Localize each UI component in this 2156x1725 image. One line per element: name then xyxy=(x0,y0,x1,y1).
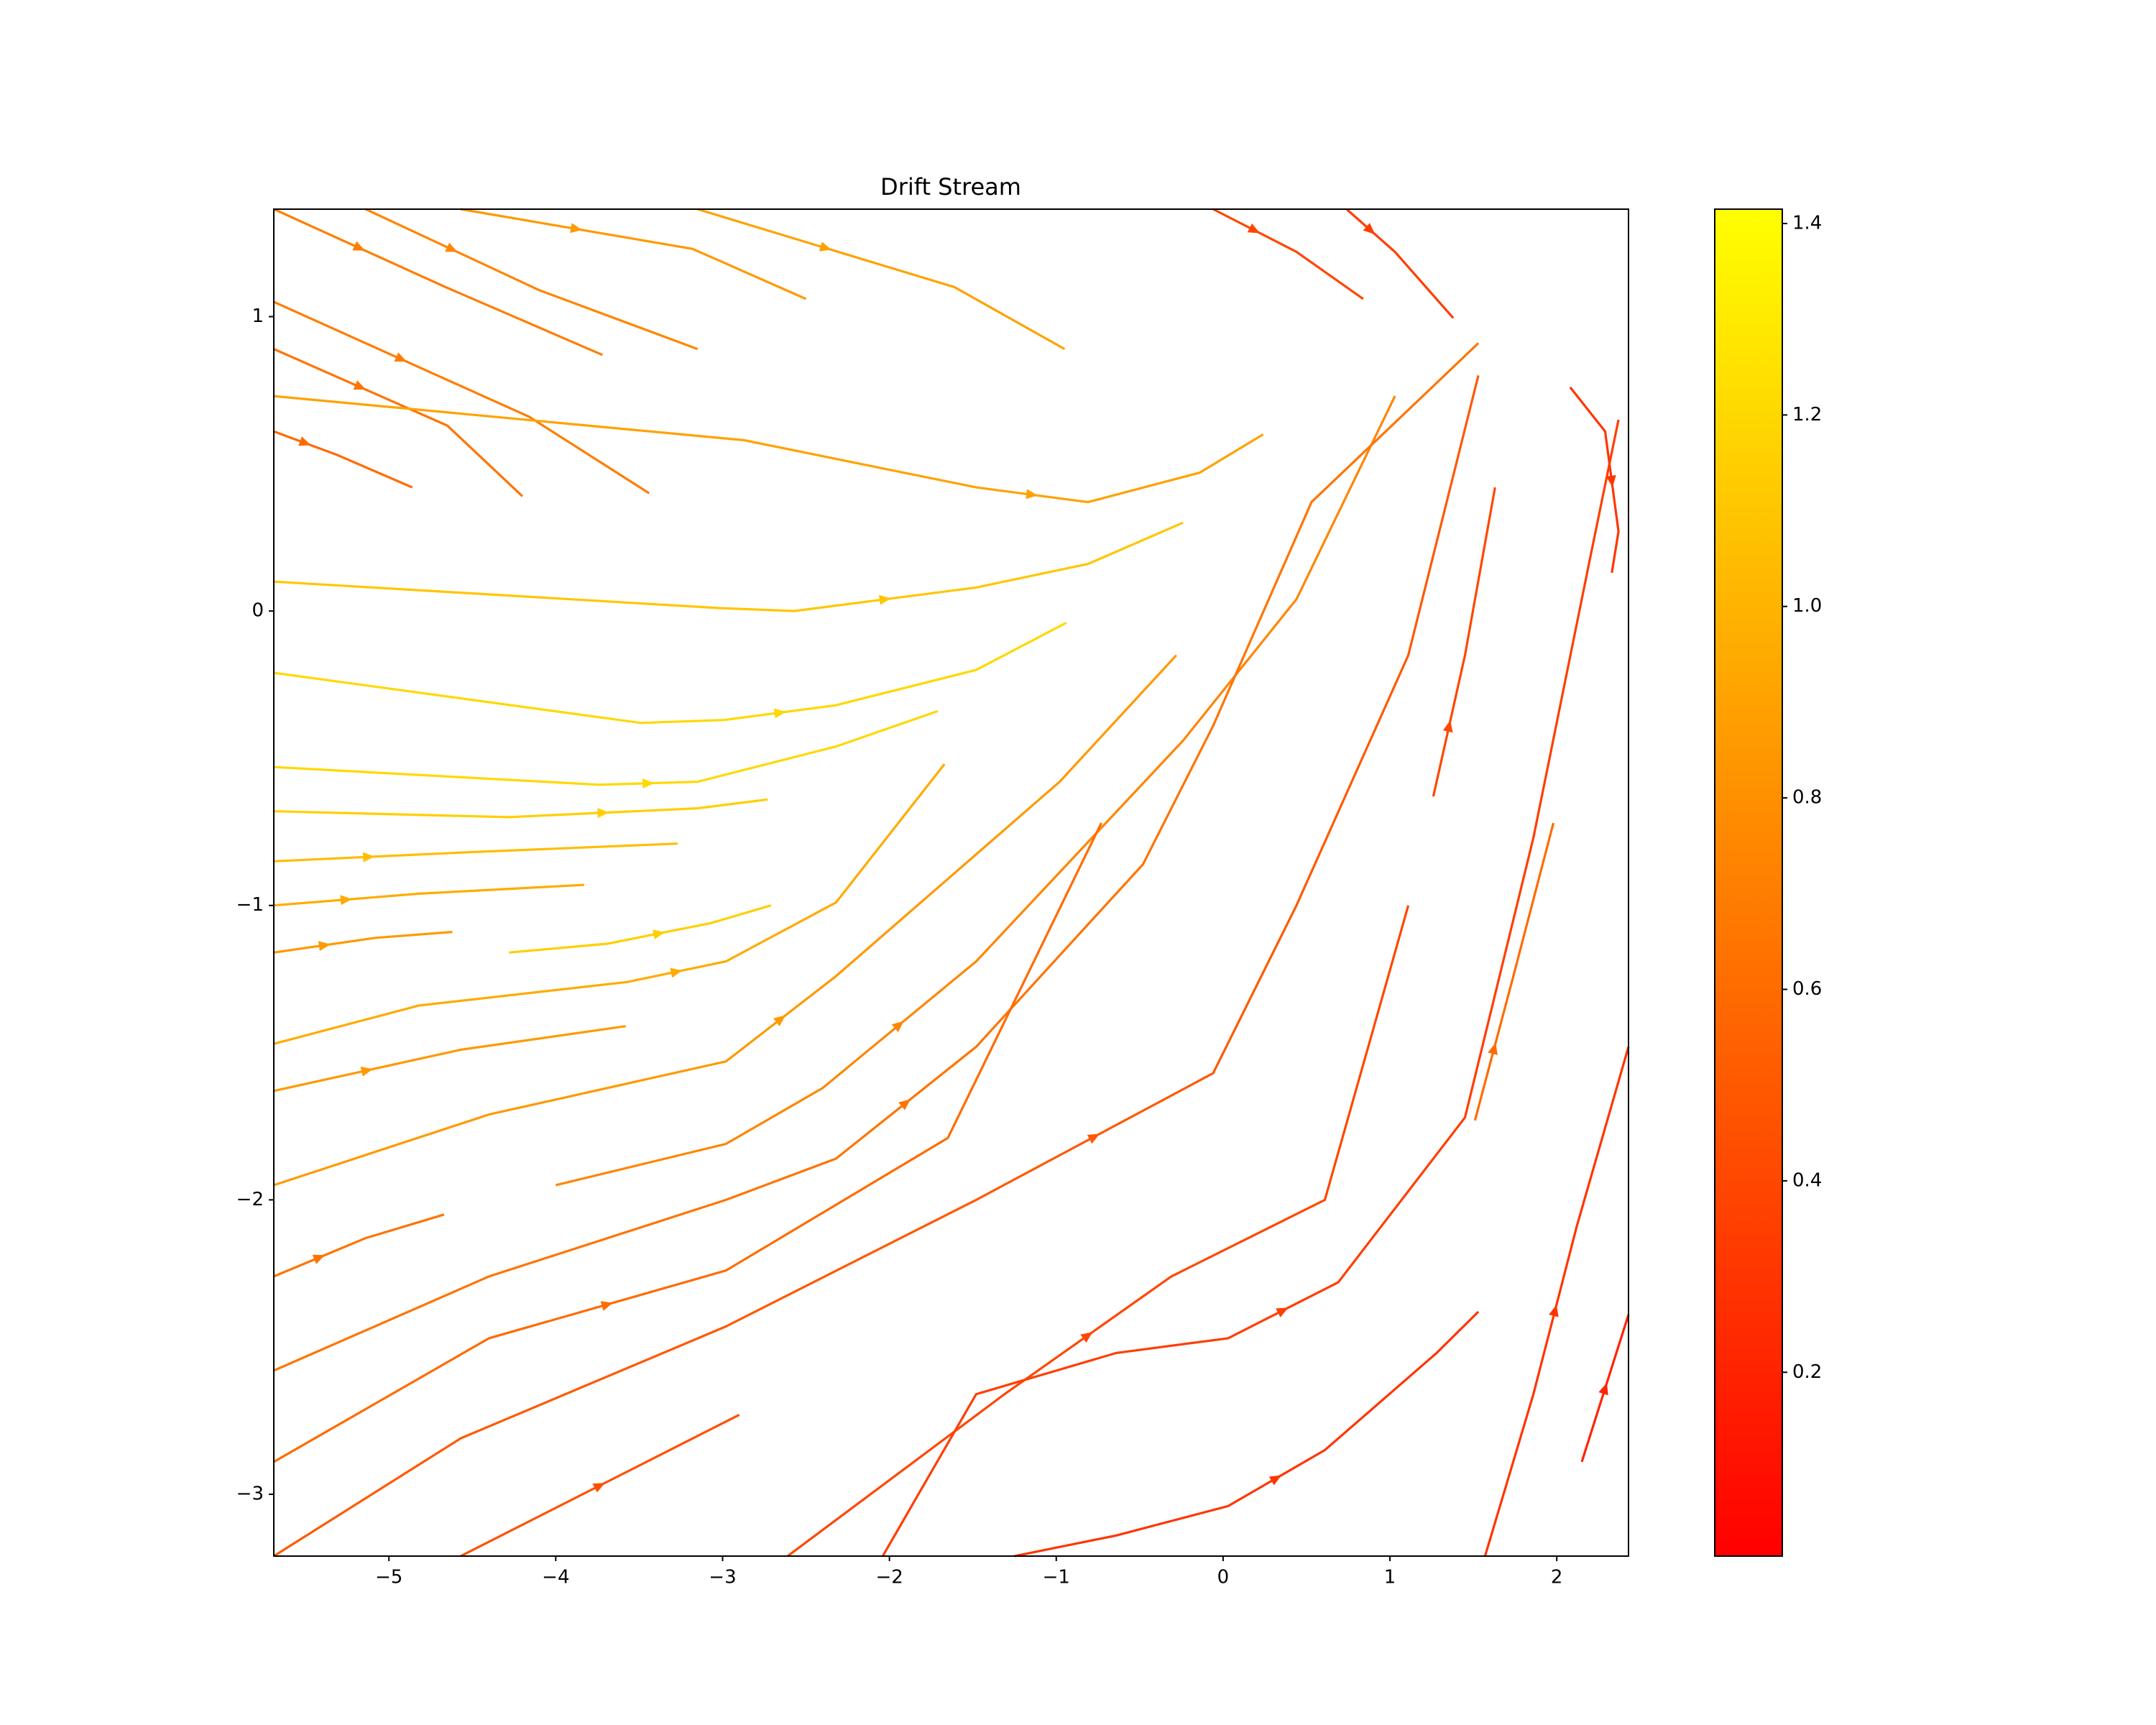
flow-arrow xyxy=(592,1483,605,1493)
streamline xyxy=(273,208,603,356)
y-tick-label: −1 xyxy=(236,894,264,916)
flow-arrow xyxy=(642,778,655,789)
streamline xyxy=(273,931,453,954)
streamline xyxy=(1473,822,1555,1121)
flow-arrow xyxy=(1488,1042,1498,1055)
flow-arrow xyxy=(891,1021,904,1033)
streamline xyxy=(273,622,1067,724)
streamline xyxy=(1432,487,1496,797)
streamline xyxy=(273,822,1102,1463)
streamline xyxy=(273,375,1480,1558)
x-tick-label: −5 xyxy=(375,1567,402,1588)
flow-arrow xyxy=(773,708,786,719)
streamline xyxy=(273,521,1184,612)
streamline xyxy=(273,430,413,489)
flow-arrow xyxy=(570,223,583,234)
streamline xyxy=(273,342,1480,1372)
x-tick-label: −4 xyxy=(542,1567,569,1588)
colorbar-tick-label: 0.4 xyxy=(1792,1169,1822,1191)
streamline xyxy=(273,798,768,819)
flow-arrow xyxy=(362,852,375,862)
streamline xyxy=(365,208,699,351)
flow-arrow xyxy=(1606,475,1616,487)
streamline xyxy=(273,842,678,862)
colorbar-tick-label: 0.2 xyxy=(1792,1361,1822,1383)
colorbar-tick-label: 0.6 xyxy=(1792,978,1822,1000)
flow-arrow xyxy=(670,967,683,978)
streamline xyxy=(273,1025,627,1092)
flow-arrow xyxy=(312,1254,326,1264)
streamline xyxy=(460,208,807,300)
flow-arrow xyxy=(653,929,665,940)
x-tick-label: −2 xyxy=(875,1567,903,1588)
streamline xyxy=(273,709,939,786)
colorbar-tick-label: 1.4 xyxy=(1792,212,1822,234)
flow-arrow xyxy=(360,1066,373,1077)
flow-arrow xyxy=(445,242,458,252)
streamline xyxy=(273,763,946,1045)
flow-arrow xyxy=(1442,720,1453,733)
streamline xyxy=(273,348,523,497)
y-tick-label: −3 xyxy=(236,1483,264,1504)
flow-arrow xyxy=(1080,1332,1093,1343)
flow-arrow xyxy=(1026,489,1038,500)
chart-title: Drift Stream xyxy=(880,173,1021,201)
flow-arrow xyxy=(318,941,331,952)
streamline xyxy=(787,905,1410,1558)
flow-arrow xyxy=(353,380,367,390)
colorbar-tick-label: 1.2 xyxy=(1792,404,1822,426)
streamline xyxy=(1483,1046,1630,1557)
flow-arrow xyxy=(819,242,832,252)
flow-arrow xyxy=(1247,223,1261,234)
streamline xyxy=(273,395,1264,504)
flow-arrow xyxy=(773,1015,786,1026)
streamline xyxy=(555,395,1396,1187)
flow-arrow xyxy=(898,1099,911,1110)
colorbar-tick-label: 1.0 xyxy=(1792,595,1822,617)
flow-arrow xyxy=(1276,1307,1289,1317)
streamline xyxy=(273,1213,445,1278)
streamline xyxy=(881,419,1620,1557)
flow-arrow xyxy=(352,241,365,251)
y-tick-label: −2 xyxy=(236,1189,264,1210)
streamline xyxy=(273,300,650,494)
flow-arrow xyxy=(878,594,891,605)
plot-area xyxy=(273,208,1630,1558)
streamline xyxy=(1014,1310,1480,1558)
flow-arrow xyxy=(1268,1475,1282,1486)
flow-arrow xyxy=(1549,1305,1559,1317)
streamline xyxy=(1212,208,1364,300)
y-tick-label: 1 xyxy=(252,305,264,327)
x-tick-label: 1 xyxy=(1384,1567,1396,1588)
flow-arrow xyxy=(600,1301,613,1311)
flow-arrow xyxy=(1087,1133,1100,1144)
streamline xyxy=(1345,208,1455,319)
flow-arrow xyxy=(1363,223,1376,234)
flow-arrow xyxy=(298,436,311,446)
flow-arrow xyxy=(597,808,609,819)
streamline xyxy=(697,208,1066,350)
streamline xyxy=(509,904,772,954)
streamline xyxy=(273,883,584,907)
flow-arrow xyxy=(394,352,407,362)
x-tick-label: 0 xyxy=(1217,1567,1230,1588)
colorbar xyxy=(1714,208,1783,1557)
x-tick-label: −3 xyxy=(709,1567,736,1588)
x-tick-label: 2 xyxy=(1551,1567,1563,1588)
axes-frame xyxy=(273,208,1629,1557)
colorbar-tick-label: 0.8 xyxy=(1792,787,1822,809)
flow-arrow xyxy=(340,895,352,906)
x-tick-label: −1 xyxy=(1043,1567,1070,1588)
y-tick-label: 0 xyxy=(252,600,264,622)
flow-arrow xyxy=(1598,1382,1608,1396)
streamline xyxy=(273,654,1178,1187)
